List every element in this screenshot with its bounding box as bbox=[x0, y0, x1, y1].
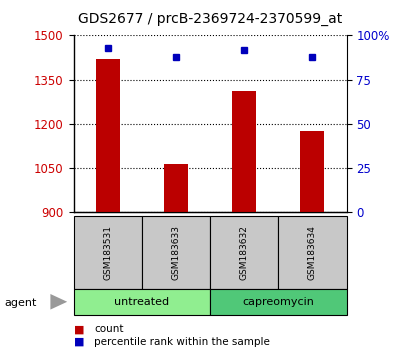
Text: GSM183634: GSM183634 bbox=[308, 225, 317, 280]
Text: GSM183531: GSM183531 bbox=[103, 225, 112, 280]
Text: count: count bbox=[94, 324, 124, 334]
Text: GDS2677 / prcB-2369724-2370599_at: GDS2677 / prcB-2369724-2370599_at bbox=[78, 12, 342, 27]
Text: percentile rank within the sample: percentile rank within the sample bbox=[94, 337, 270, 347]
Text: GSM183633: GSM183633 bbox=[171, 225, 180, 280]
Text: GSM183632: GSM183632 bbox=[240, 225, 249, 280]
Bar bbox=[142, 216, 210, 289]
Bar bbox=[278, 216, 346, 289]
Bar bbox=[74, 216, 142, 289]
Text: capreomycin: capreomycin bbox=[242, 297, 314, 307]
Bar bbox=[74, 289, 210, 315]
Polygon shape bbox=[50, 294, 67, 309]
Bar bbox=[164, 164, 188, 212]
Text: ■: ■ bbox=[74, 337, 84, 347]
Bar bbox=[210, 289, 346, 315]
Bar bbox=[232, 91, 256, 212]
Bar bbox=[300, 131, 324, 212]
Text: ■: ■ bbox=[74, 324, 84, 334]
Bar bbox=[210, 216, 278, 289]
Text: agent: agent bbox=[4, 298, 37, 308]
Text: untreated: untreated bbox=[114, 297, 169, 307]
Bar bbox=[96, 59, 120, 212]
